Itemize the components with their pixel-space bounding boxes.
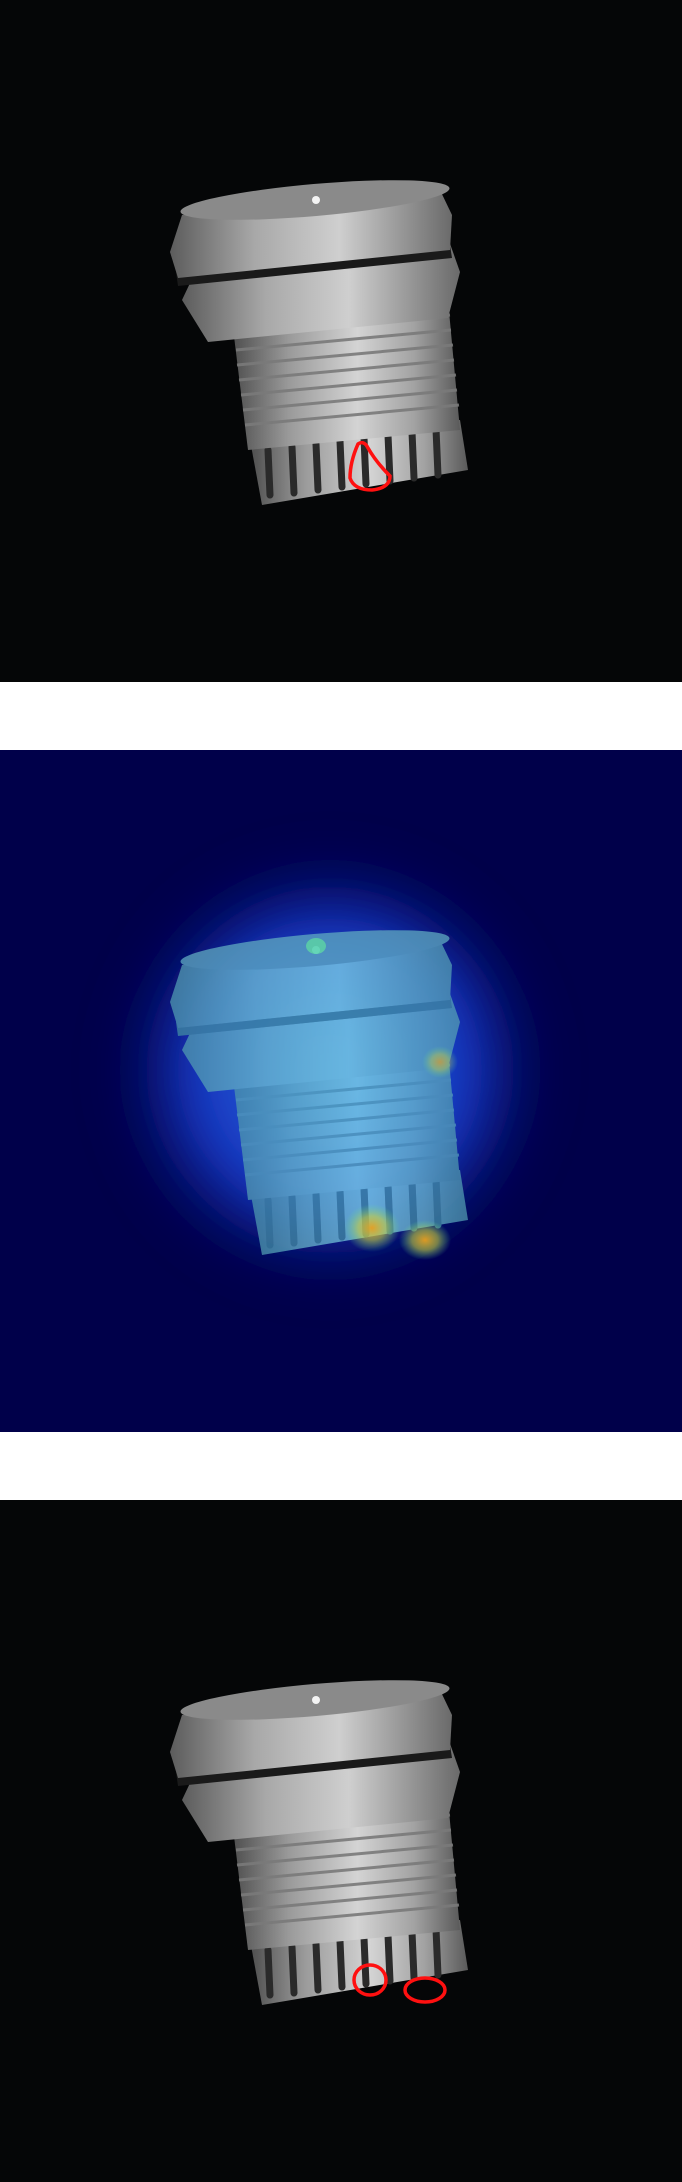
hotspot-1 (344, 1204, 400, 1252)
ground-truth-image (0, 0, 682, 682)
ground-truth-panel (0, 0, 682, 682)
predicted-defect-contour-1 (352, 1963, 388, 1997)
hotspot-3 (422, 1046, 458, 1078)
prediction-image (0, 1500, 682, 2182)
prediction-panel (0, 1500, 682, 2182)
predicted-defect-contour-2 (403, 1976, 447, 2004)
hotspot-2 (399, 1220, 451, 1260)
defect-contour (348, 440, 392, 492)
heatmap-panel (0, 750, 682, 1432)
heatmap-image (0, 750, 682, 1432)
